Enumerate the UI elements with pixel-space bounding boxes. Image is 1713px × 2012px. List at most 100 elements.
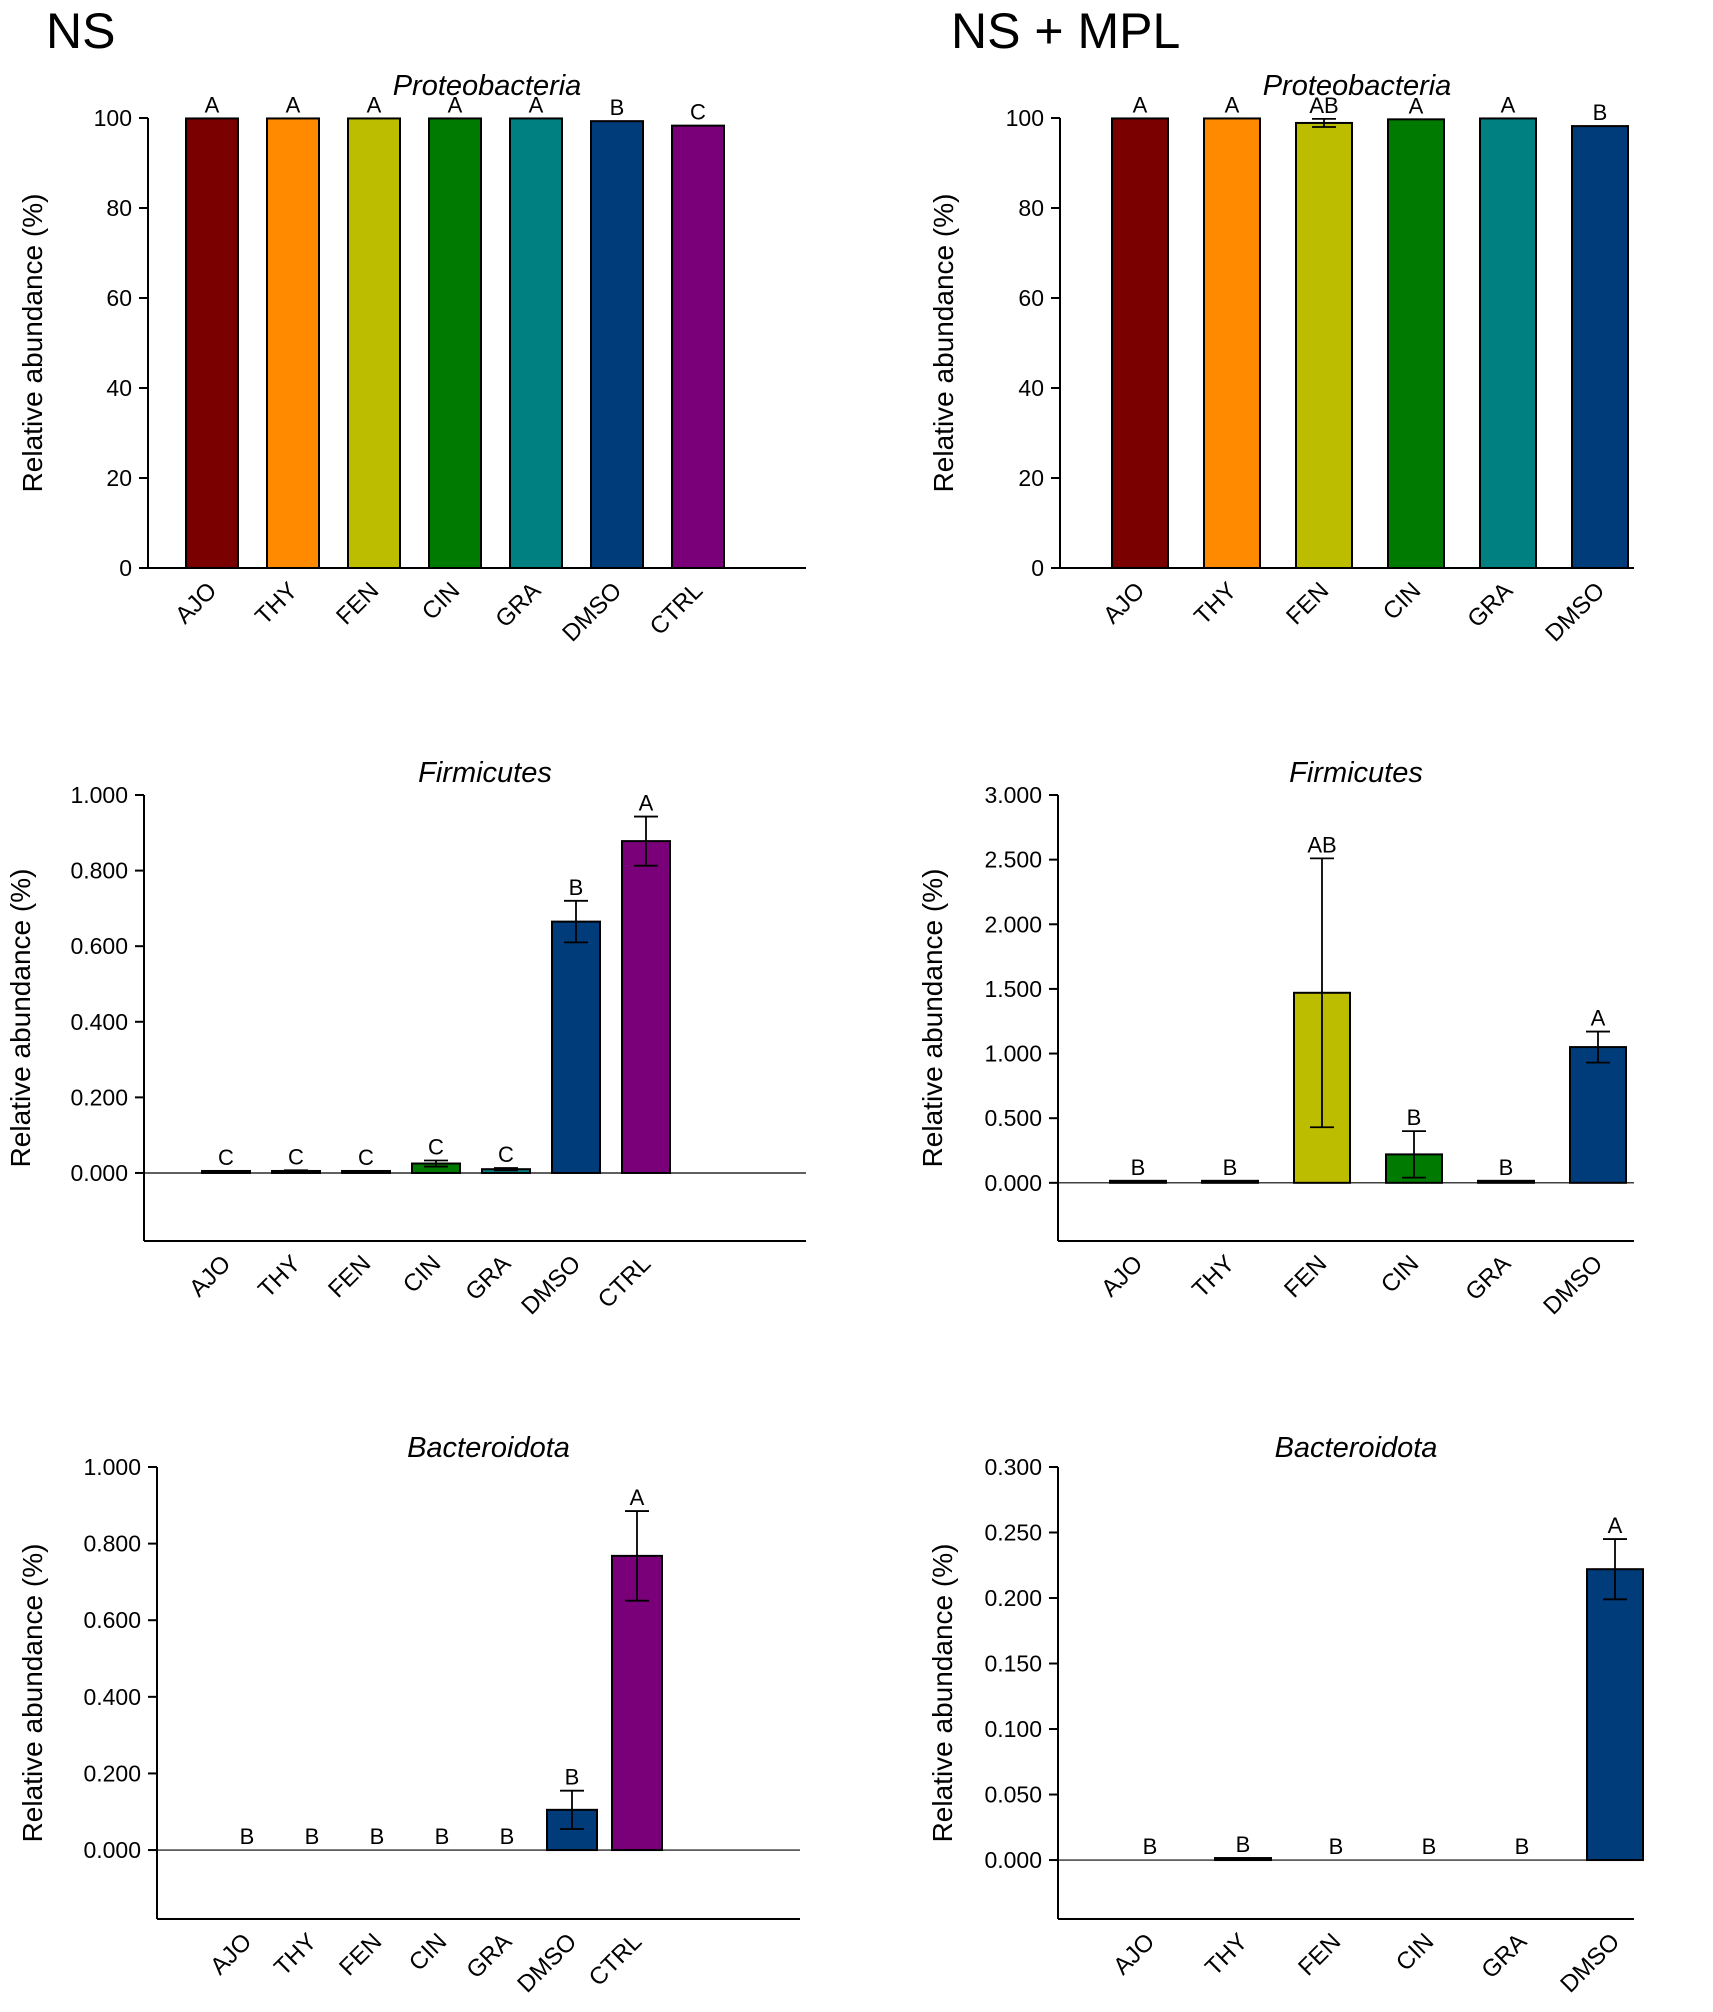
ns-bacteroidota-category-label: DMSO xyxy=(512,1928,582,1998)
mpl-bacteroidota-bar-dmso xyxy=(1586,1568,1644,1862)
ns-bacteroidota-ytick-label: 0.600 xyxy=(83,1607,141,1633)
mpl-bacteroidota-bar-thy xyxy=(1214,1857,1272,1862)
mpl-firmicutes-ytick-label: 1.000 xyxy=(984,1041,1042,1067)
mpl-firmicutes-category-label: GRA xyxy=(1460,1250,1516,1306)
mpl-proteobacteria-letter-fen: AB xyxy=(1309,93,1338,118)
ns-proteobacteria-ytick-label: 20 xyxy=(106,465,132,491)
mpl-firmicutes-letter-cin: B xyxy=(1407,1105,1422,1130)
ns-bacteroidota-ylabel: Relative abundance (%) xyxy=(17,1544,48,1843)
ns-bacteroidota-category-label: GRA xyxy=(461,1928,517,1984)
ns-proteobacteria-letter-gra: A xyxy=(529,92,544,117)
mpl-bacteroidota-letter-fen: B xyxy=(1329,1834,1344,1859)
mpl-proteobacteria-letter-thy: A xyxy=(1225,92,1240,117)
ns-proteobacteria-category-label: CTRL xyxy=(645,577,708,640)
mpl-bacteroidota-letter-cin: B xyxy=(1422,1834,1437,1859)
ns-bacteroidota-ytick-label: 1.000 xyxy=(83,1454,141,1480)
mpl-bacteroidota-ytick-label: 0.050 xyxy=(984,1782,1042,1808)
ns-proteobacteria-letter-dmso: B xyxy=(610,95,625,120)
ns-bacteroidota-category-label: THY xyxy=(269,1928,322,1981)
mpl-proteobacteria-bar-dmso xyxy=(1571,125,1629,569)
mpl-bacteroidota-category-label: AJO xyxy=(1108,1928,1160,1980)
mpl-firmicutes-letter-fen: AB xyxy=(1307,832,1336,857)
mpl-firmicutes-title: Firmicutes xyxy=(1289,757,1423,789)
ns-proteobacteria-bar-thy xyxy=(266,117,320,569)
mpl-firmicutes-ytick-label: 2.500 xyxy=(984,847,1042,873)
ns-bacteroidota-ytick-label: 0.800 xyxy=(83,1531,141,1557)
ns-firmicutes-letter-gra: C xyxy=(498,1142,514,1167)
mpl-proteobacteria-category-label: GRA xyxy=(1462,577,1518,633)
mpl-firmicutes-letter-dmso: A xyxy=(1591,1006,1606,1031)
ns-firmicutes-category-label: AJO xyxy=(184,1250,236,1302)
ns-proteobacteria-category-label: AJO xyxy=(170,577,222,629)
mpl-proteobacteria-bar-cin xyxy=(1387,118,1445,569)
mpl-proteobacteria-ytick-label: 0 xyxy=(1031,555,1044,581)
ns-bacteroidota-letter-thy: B xyxy=(305,1824,320,1849)
mpl-proteobacteria-letter-cin: A xyxy=(1409,93,1424,118)
ns-proteobacteria-category-label: DMSO xyxy=(557,577,627,647)
mpl-firmicutes-category-label: FEN xyxy=(1279,1250,1332,1303)
mpl-proteobacteria-category-label: FEN xyxy=(1281,577,1334,630)
ns-bacteroidota-title: Bacteroidota xyxy=(407,1432,570,1464)
mpl-bacteroidota-ytick-label: 0.200 xyxy=(984,1585,1042,1611)
mpl-firmicutes-ytick-label: 3.000 xyxy=(984,782,1042,808)
ns-firmicutes-ytick-label: 0.600 xyxy=(70,933,128,959)
ns-firmicutes-letter-dmso: B xyxy=(569,875,584,900)
mpl-proteobacteria-bar-gra xyxy=(1479,117,1537,569)
ns-bacteroidota-ytick-label: 0.000 xyxy=(83,1837,141,1863)
ns-firmicutes-ylabel: Relative abundance (%) xyxy=(5,869,36,1168)
mpl-bacteroidota-ytick-label: 0.250 xyxy=(984,1520,1042,1546)
mpl-firmicutes-bar-gra xyxy=(1477,1179,1535,1184)
ns-proteobacteria-bar-cin xyxy=(428,117,482,569)
ns-firmicutes-ytick-label: 0.200 xyxy=(70,1084,128,1110)
ns-panel-title: NS xyxy=(46,3,116,59)
mpl-firmicutes-ytick-label: 0.000 xyxy=(984,1170,1042,1196)
ns-firmicutes-bar-ctrl xyxy=(621,840,671,1174)
mpl-bacteroidota-ylabel: Relative abundance (%) xyxy=(927,1544,958,1843)
mpl-proteobacteria-bar-ajo xyxy=(1111,117,1169,569)
ns-proteobacteria-category-label: CIN xyxy=(417,577,465,625)
mpl-bacteroidota-ytick-label: 0.150 xyxy=(984,1651,1042,1677)
mpl-bacteroidota-title: Bacteroidota xyxy=(1275,1432,1438,1464)
ns-bacteroidota-letter-ctrl: A xyxy=(630,1485,645,1510)
ns-firmicutes-letter-cin: C xyxy=(428,1134,444,1159)
mpl-firmicutes-category-label: THY xyxy=(1187,1250,1240,1303)
ns-bacteroidota-category-label: FEN xyxy=(334,1928,387,1981)
mpl-proteobacteria-letter-ajo: A xyxy=(1133,92,1148,117)
mpl-proteobacteria-title: Proteobacteria xyxy=(1263,70,1452,102)
mpl-proteobacteria-letter-gra: A xyxy=(1501,92,1516,117)
mpl-bacteroidota-category-label: THY xyxy=(1200,1928,1253,1981)
mpl-proteobacteria-category-label: CIN xyxy=(1378,577,1426,625)
ns-proteobacteria-ytick-label: 60 xyxy=(106,285,132,311)
mpl-proteobacteria-ylabel: Relative abundance (%) xyxy=(928,194,959,493)
ns-bacteroidota-category-label: AJO xyxy=(205,1928,257,1980)
ns-proteobacteria-letter-thy: A xyxy=(286,92,301,117)
mpl-bacteroidota-category-label: DMSO xyxy=(1555,1928,1625,1998)
ns-proteobacteria-bar-gra xyxy=(509,117,563,569)
ns-proteobacteria-letter-fen: A xyxy=(367,92,382,117)
ns-proteobacteria-letter-ctrl: C xyxy=(690,100,706,125)
ns-firmicutes-ytick-label: 0.800 xyxy=(70,858,128,884)
ns-firmicutes-category-label: THY xyxy=(253,1250,306,1303)
ns-bacteroidota-ytick-label: 0.200 xyxy=(83,1760,141,1786)
mpl-bacteroidota-letter-dmso: A xyxy=(1608,1513,1623,1538)
mpl-firmicutes-ytick-label: 1.500 xyxy=(984,976,1042,1002)
ns-firmicutes-ytick-label: 0.400 xyxy=(70,1009,128,1035)
mpl-proteobacteria-category-label: DMSO xyxy=(1540,577,1610,647)
mpl-bacteroidota-letter-thy: B xyxy=(1236,1832,1251,1857)
ns-firmicutes-category-label: DMSO xyxy=(516,1250,586,1320)
ns-firmicutes-bar-dmso xyxy=(551,920,601,1174)
mpl-firmicutes-ylabel: Relative abundance (%) xyxy=(917,869,948,1168)
mpl-proteobacteria-bar-thy xyxy=(1203,117,1261,569)
mpl-proteobacteria-category-label: THY xyxy=(1189,577,1242,630)
ns-proteobacteria-title: Proteobacteria xyxy=(393,70,582,102)
ns-bacteroidota-letter-dmso: B xyxy=(565,1765,580,1790)
mpl-firmicutes-bar-dmso xyxy=(1569,1046,1627,1184)
ns-proteobacteria-bar-fen xyxy=(347,117,401,569)
ns-firmicutes-ytick-label: 1.000 xyxy=(70,782,128,808)
ns-bacteroidota-bar-ctrl xyxy=(611,1554,663,1852)
mpl-proteobacteria-ytick-label: 60 xyxy=(1018,285,1044,311)
ns-proteobacteria-category-label: FEN xyxy=(331,577,384,630)
mpl-proteobacteria-ytick-label: 40 xyxy=(1018,375,1044,401)
mpl-proteobacteria-ytick-label: 80 xyxy=(1018,195,1044,221)
